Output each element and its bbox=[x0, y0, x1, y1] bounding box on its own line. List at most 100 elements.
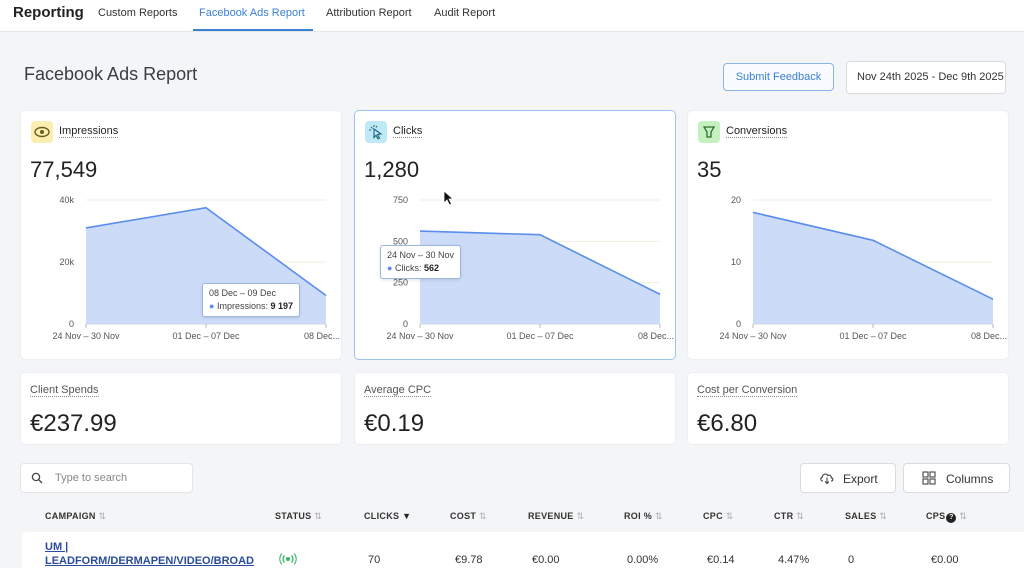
tooltip-range: 08 Dec – 09 Dec bbox=[209, 288, 277, 298]
export-button[interactable]: Export bbox=[800, 463, 896, 493]
active-status-icon bbox=[279, 553, 297, 565]
col-cpc[interactable]: CPC ⇅ bbox=[703, 511, 734, 521]
y-tick-label: 20k bbox=[59, 257, 74, 267]
y-tick-label: 500 bbox=[393, 236, 408, 246]
clicks-card[interactable]: Clicks 1,280 0 250 500 750 24 Nov – 30 Nov 01… bbox=[354, 110, 676, 360]
average-cpc-card: Average CPC €0.19 bbox=[354, 372, 676, 445]
campaign-name-line2: LEADFORM/DERMAPEN/VIDEO/BROAD bbox=[45, 555, 255, 567]
conversions-value: 35 bbox=[697, 157, 722, 182]
series-line bbox=[752, 211, 994, 300]
y-tick-label: 20 bbox=[731, 195, 741, 205]
series-area bbox=[420, 231, 660, 324]
tab-attribution-report[interactable]: Attribution Report bbox=[326, 7, 412, 19]
clicks-value: 1,280 bbox=[364, 157, 420, 182]
x-tick-label: 24 Nov – 30 Nov bbox=[386, 331, 454, 341]
impressions-value: 77,549 bbox=[30, 157, 98, 182]
cell-clicks: 70 bbox=[368, 554, 381, 566]
campaign-name-line1: UM | bbox=[45, 541, 69, 553]
cell-cost: €9.78 bbox=[455, 554, 483, 566]
cell-roi: 0.00% bbox=[627, 554, 659, 566]
y-tick-label: 0 bbox=[403, 319, 408, 329]
y-tick-label: 0 bbox=[69, 319, 74, 329]
x-tick-label: 24 Nov – 30 Nov bbox=[719, 331, 787, 341]
cloud-download-icon bbox=[820, 473, 834, 485]
tab-facebook-ads-report[interactable]: Facebook Ads Report bbox=[199, 7, 305, 19]
x-tick-label: 08 Dec... bbox=[304, 331, 340, 341]
tab-audit-report[interactable]: Audit Report bbox=[434, 7, 496, 19]
cell-sales: 0 bbox=[848, 554, 855, 566]
y-tick-label: 0 bbox=[736, 319, 741, 329]
series-line bbox=[85, 206, 327, 297]
date-range-picker[interactable]: Nov 24th 2025 - Dec 9th 2025 bbox=[846, 61, 1006, 94]
col-roi[interactable]: ROI % ⇅ bbox=[624, 511, 663, 521]
clicks-chart: 0 250 500 750 24 Nov – 30 Nov 01 Dec – 07 Dec… bbox=[386, 195, 674, 341]
x-tick-label: 01 Dec – 07 Dec bbox=[839, 331, 907, 341]
y-tick-label: 750 bbox=[393, 195, 408, 205]
col-ctr[interactable]: CTR ⇅ bbox=[774, 511, 805, 521]
impressions-chart: 0 20k 40k 24 Nov – 30 Nov 01 Dec – 07 Dec 08 … bbox=[52, 195, 340, 341]
cost-per-conversion-value: €6.80 bbox=[697, 410, 758, 437]
tab-custom-reports[interactable]: Custom Reports bbox=[98, 7, 178, 19]
cell-revenue: €0.00 bbox=[532, 554, 560, 566]
search-placeholder: Type to search bbox=[55, 472, 128, 484]
clicks-tooltip: 24 Nov – 30 Nov ● Clicks: 562 bbox=[380, 245, 462, 279]
cell-cpc: €0.14 bbox=[707, 554, 735, 566]
help-icon[interactable]: ? bbox=[946, 513, 957, 523]
cell-cps: €0.00 bbox=[931, 554, 959, 566]
y-tick-label: 10 bbox=[731, 257, 741, 267]
brand-title: Reporting bbox=[13, 4, 84, 21]
impressions-card[interactable]: Impressions 77,549 0 20k 40k 24 Nov – 30 No… bbox=[20, 110, 342, 360]
cost-per-conversion-card: Cost per Conversion €6.80 bbox=[687, 372, 1009, 445]
table-header: CAMPAIGN ⇅ STATUS ⇅ CLICKS ▼ COST ⇅ REVE… bbox=[0, 504, 1024, 530]
client-spends-label: Client Spends bbox=[30, 384, 99, 397]
col-cps[interactable]: CPS? ⇅ bbox=[926, 511, 968, 523]
impressions-label: Impressions bbox=[59, 125, 119, 138]
cost-per-conversion-label: Cost per Conversion bbox=[697, 384, 798, 397]
campaign-link[interactable]: UM | LEADFORM/DERMAPEN/VIDEO/BROAD bbox=[45, 540, 254, 568]
series-area bbox=[753, 212, 993, 324]
conversions-card[interactable]: Conversions 35 0 10 20 24 Nov – 30 Nov 01 De… bbox=[687, 110, 1009, 360]
tooltip-value: 562 bbox=[423, 263, 439, 273]
impressions-tooltip: 08 Dec – 09 Dec ● Impressions: 9 197 bbox=[202, 283, 301, 317]
tooltip-range: 24 Nov – 30 Nov bbox=[387, 250, 455, 260]
page-title: Facebook Ads Report bbox=[24, 64, 198, 84]
y-tick-label: 40k bbox=[59, 195, 74, 205]
submit-feedback-button[interactable]: Submit Feedback bbox=[723, 63, 834, 91]
col-clicks[interactable]: CLICKS ▼ bbox=[364, 511, 412, 521]
x-tick-label: 01 Dec – 07 Dec bbox=[172, 331, 240, 341]
client-spends-value: €237.99 bbox=[30, 410, 117, 437]
columns-button[interactable]: Columns bbox=[903, 463, 1010, 493]
table-row: UM | LEADFORM/DERMAPEN/VIDEO/BROAD 70 €9… bbox=[22, 532, 1024, 568]
tooltip-series: Impressions bbox=[216, 301, 266, 311]
x-tick-label: 01 Dec – 07 Dec bbox=[506, 331, 574, 341]
col-sales[interactable]: SALES ⇅ bbox=[845, 511, 888, 521]
top-nav: Reporting Custom Reports Facebook Ads Re… bbox=[0, 0, 1024, 32]
mouse-cursor-icon bbox=[443, 190, 455, 206]
eye-icon bbox=[31, 121, 53, 143]
clicks-label: Clicks bbox=[393, 125, 423, 138]
conversions-label: Conversions bbox=[726, 125, 788, 138]
export-label: Export bbox=[843, 472, 878, 486]
columns-grid-icon bbox=[922, 471, 936, 485]
col-revenue[interactable]: REVENUE ⇅ bbox=[528, 511, 585, 521]
series-line bbox=[419, 230, 661, 295]
search-icon bbox=[31, 472, 43, 484]
average-cpc-value: €0.19 bbox=[364, 410, 425, 437]
conversions-chart: 0 10 20 24 Nov – 30 Nov 01 Dec – 07 Dec 08 De… bbox=[719, 195, 1007, 341]
col-campaign[interactable]: CAMPAIGN ⇅ bbox=[45, 511, 107, 521]
cell-ctr: 4.47% bbox=[778, 554, 810, 566]
col-status[interactable]: STATUS ⇅ bbox=[275, 511, 323, 521]
y-tick-label: 250 bbox=[393, 278, 408, 288]
x-tick-label: 24 Nov – 30 Nov bbox=[52, 331, 120, 341]
tooltip-series: Clicks bbox=[394, 263, 419, 273]
x-tick-label: 08 Dec... bbox=[971, 331, 1007, 341]
average-cpc-label: Average CPC bbox=[364, 384, 432, 397]
search-input[interactable]: Type to search bbox=[20, 463, 193, 493]
cursor-click-icon bbox=[365, 121, 387, 143]
tooltip-value: 9 197 bbox=[270, 301, 294, 311]
x-tick-label: 08 Dec... bbox=[638, 331, 674, 341]
col-cost[interactable]: COST ⇅ bbox=[450, 511, 487, 521]
funnel-icon bbox=[698, 121, 720, 143]
active-tab-indicator bbox=[193, 29, 313, 31]
columns-label: Columns bbox=[946, 472, 994, 486]
